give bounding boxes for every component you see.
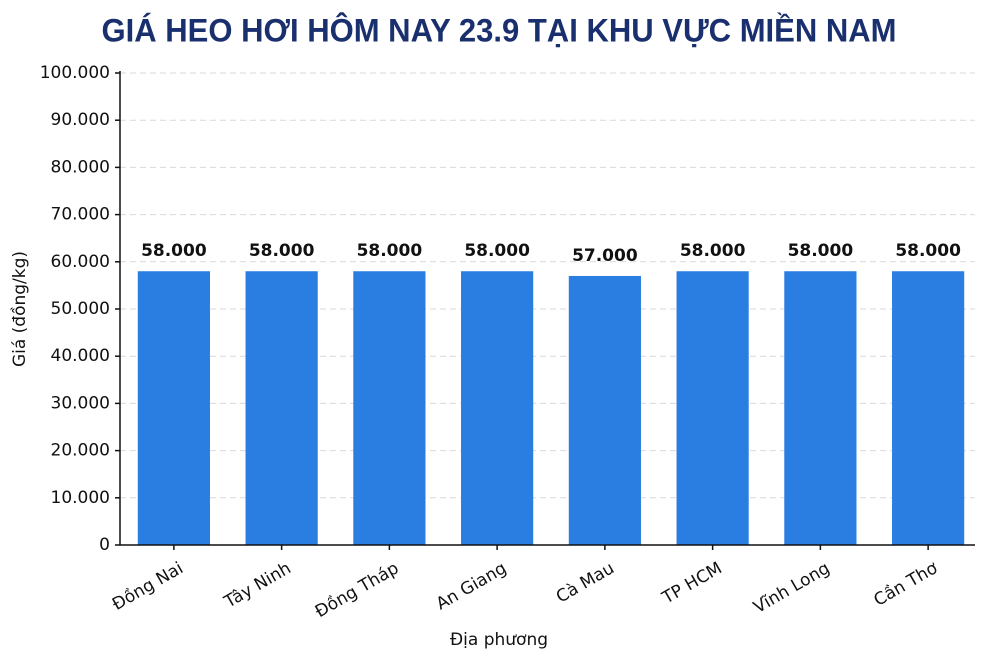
value-label: 58.000	[680, 241, 746, 261]
value-label: 58.000	[788, 241, 854, 261]
bar	[676, 271, 749, 545]
y-tick-label: 20.000	[51, 441, 110, 461]
bar	[892, 271, 965, 545]
y-axis-label: Giá (đồng/kg)	[9, 251, 30, 367]
bar	[784, 271, 857, 545]
value-label: 57.000	[572, 246, 638, 266]
x-tick-label: Tây Ninh	[220, 558, 294, 612]
value-label: 58.000	[464, 241, 530, 261]
value-label: 58.000	[895, 241, 961, 261]
x-tick-label: Đồng Tháp	[311, 557, 402, 622]
x-axis-label: Địa phương	[450, 630, 548, 650]
value-label: 58.000	[141, 241, 207, 261]
x-tick-label: TP HCM	[658, 558, 725, 609]
bar	[137, 271, 210, 545]
y-tick-label: 50.000	[51, 299, 110, 319]
y-tick-label: 70.000	[51, 205, 110, 225]
bar	[245, 271, 318, 545]
x-tick-label: Đồng Nai	[108, 557, 186, 614]
bar	[568, 275, 641, 545]
x-tick-label: Cà Mau	[553, 558, 618, 607]
x-tick-label: Vĩnh Long	[750, 558, 833, 618]
x-tick-label: An Giang	[433, 558, 510, 614]
y-tick-label: 60.000	[51, 252, 110, 272]
chart-title: GIÁ HEO HƠI HÔM NAY 23.9 TẠI KHU VỰC MIỀ…	[102, 12, 897, 48]
y-tick-label: 80.000	[51, 157, 110, 177]
y-tick-label: 90.000	[51, 110, 110, 130]
bar	[461, 271, 534, 545]
y-tick-label: 100.000	[40, 63, 110, 83]
plot-area: 0 10.000 20.000 30.000 40.000 50.000 60.000 70.…	[40, 63, 975, 622]
y-tick-label: 40.000	[51, 346, 110, 366]
y-tick-label: 0	[99, 535, 110, 555]
bar	[353, 271, 426, 545]
value-label: 58.000	[357, 241, 423, 261]
y-tick-label: 30.000	[51, 393, 110, 413]
x-tick-label: Cần Thơ	[870, 557, 942, 610]
value-label: 58.000	[249, 241, 315, 261]
y-tick-label: 10.000	[51, 488, 110, 508]
